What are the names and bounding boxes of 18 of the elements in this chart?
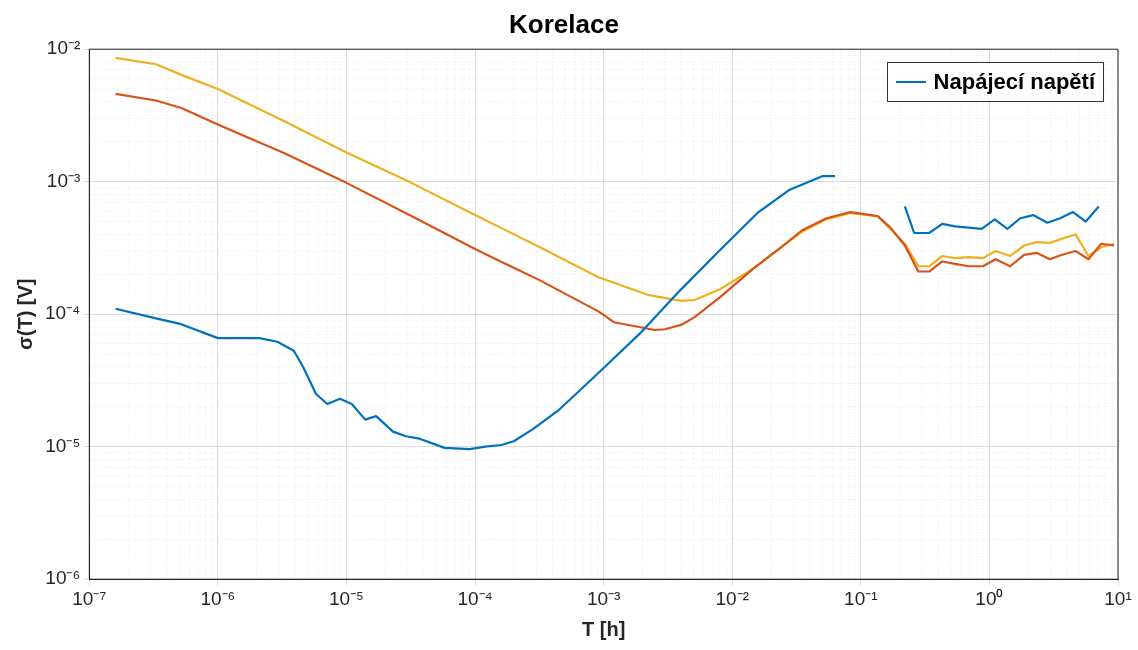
chart-title: Korelace (509, 8, 619, 39)
x-tick-label: 10¹ (1104, 587, 1132, 609)
x-tick-label: 10⁻³ (586, 587, 621, 609)
x-tick-label: 10⁻⁵ (328, 587, 364, 609)
legend-label: Napájecí napětí (933, 68, 1095, 96)
y-tick-label: 10⁻⁵ (45, 434, 81, 456)
x-tick-label: 10⁻⁷ (72, 587, 107, 609)
x-tick-label: 10⁰ (975, 587, 1004, 609)
y-axis-title: σ(T) [V] (13, 278, 36, 350)
y-tick-label: 10⁻⁶ (45, 567, 81, 589)
x-tick-label: 10⁻⁴ (457, 587, 493, 609)
x-tick-label: 10⁻¹ (844, 587, 878, 609)
x-tick-label: 10⁻² (715, 587, 749, 609)
x-axis-title: T [h] (581, 617, 626, 640)
y-tick-label: 10⁻² (46, 37, 81, 59)
y-tick-label: 10⁻³ (46, 169, 81, 191)
y-tick-label: 10⁻⁴ (44, 302, 81, 324)
x-tick-label: 10⁻⁶ (200, 587, 236, 609)
